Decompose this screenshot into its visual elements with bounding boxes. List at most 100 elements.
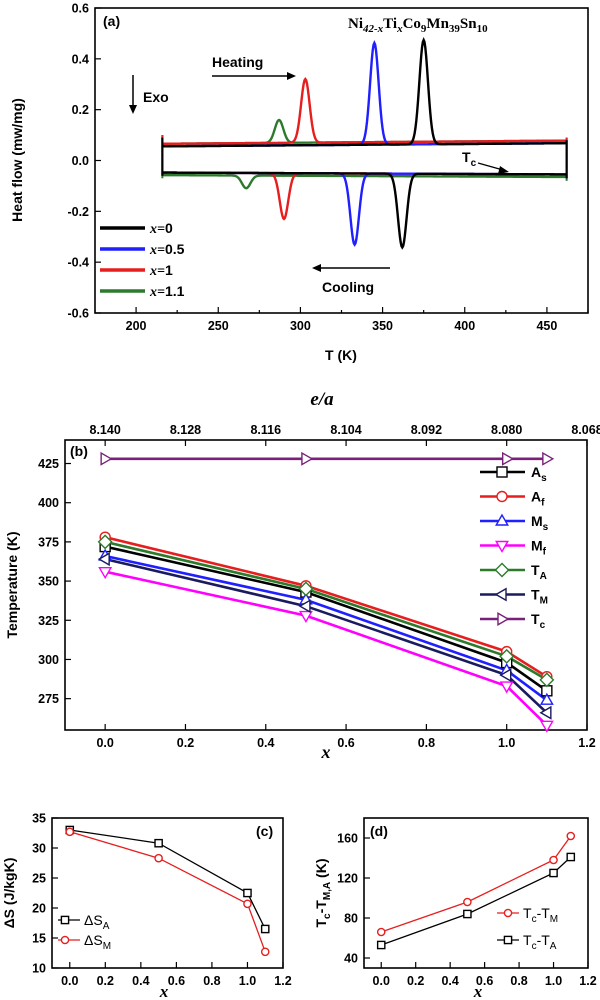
y-tick-label: 25 bbox=[32, 872, 46, 886]
legend-marker-dSM bbox=[60, 935, 70, 945]
heating-curve-x=0 bbox=[162, 37, 567, 148]
panel-a-curves bbox=[161, 37, 568, 250]
top-tick-label: 8.116 bbox=[250, 423, 281, 437]
y-tick-label: 40 bbox=[344, 952, 358, 966]
point-Ms bbox=[539, 692, 554, 705]
point-Tc-TM bbox=[463, 897, 472, 907]
point-TA bbox=[97, 534, 113, 550]
point-dSM bbox=[65, 827, 75, 837]
exo-arrow-head bbox=[129, 105, 137, 114]
y-tick-label: 80 bbox=[344, 912, 358, 926]
legend-label-x0: x=0 bbox=[149, 220, 173, 237]
point-Tc bbox=[301, 451, 314, 466]
x-tick-label: 0.8 bbox=[203, 974, 220, 988]
y-tick-label: 0.6 bbox=[72, 2, 89, 16]
x-tick-label: 1.2 bbox=[579, 974, 596, 988]
series-line-TA bbox=[104, 540, 548, 681]
x-tick-label: 200 bbox=[126, 319, 147, 333]
panel-c-ylabel: ΔS (J/kgK) bbox=[1, 858, 17, 929]
series-line-Mf bbox=[104, 570, 548, 727]
y-tick-label: 35 bbox=[32, 812, 46, 826]
series-line-TM bbox=[104, 557, 548, 714]
x-tick-label: 0.0 bbox=[373, 974, 390, 988]
series-line-A bbox=[69, 829, 266, 930]
panel-a-xlabel: T (K) bbox=[325, 347, 357, 363]
panel-c-xlabel: x bbox=[159, 982, 169, 1000]
y-tick-label: 300 bbox=[38, 653, 59, 667]
y-tick-label: 15 bbox=[32, 932, 46, 946]
x-tick-label: 1.0 bbox=[498, 736, 515, 750]
series-line-Tc-TM bbox=[380, 835, 572, 933]
y-tick-label: 425 bbox=[38, 457, 59, 471]
tc-arrow-head bbox=[498, 166, 509, 174]
point-TM bbox=[298, 599, 311, 614]
y-tick-label: 0.2 bbox=[72, 103, 89, 117]
x-tick-label: 350 bbox=[372, 319, 393, 333]
legend-label-x11: x=1.1 bbox=[149, 283, 185, 300]
legend-label-Ms: Ms bbox=[531, 513, 549, 533]
x-tick-label: 0.2 bbox=[97, 974, 114, 988]
point-Tc-TM bbox=[376, 927, 386, 937]
point-Tc bbox=[501, 451, 515, 466]
legend-label-Tc-TM: Tc-TM bbox=[523, 905, 558, 925]
point-TA bbox=[499, 648, 515, 664]
panel-d-frame bbox=[363, 817, 589, 969]
point-Mf bbox=[539, 720, 554, 733]
legend-marker-Ms bbox=[495, 513, 509, 526]
panel-a-label: (a) bbox=[103, 13, 120, 29]
panel-b: e/a 0.0 0.2 0.4 0.6 0.8 1.0 1.2 275 300 325 350 375… bbox=[4, 389, 600, 762]
x-tick-label: 450 bbox=[536, 319, 557, 333]
legend-marker-Tc-TM bbox=[503, 908, 513, 918]
panel-b-top-xlabel: e/a bbox=[310, 389, 334, 410]
point-TM bbox=[539, 705, 552, 720]
panel-d-ticks: 0.0 0.2 0.4 0.6 0.8 1.0 1.2 40 80 120 160 bbox=[337, 832, 597, 989]
x-tick-label: 0.6 bbox=[337, 736, 354, 750]
x-tick-label: 250 bbox=[208, 319, 229, 333]
series-line-As bbox=[104, 545, 548, 692]
panel-d-series bbox=[376, 831, 576, 950]
point-dSM bbox=[260, 947, 270, 957]
cooling-curve-x=0 bbox=[162, 171, 567, 250]
point-TA bbox=[539, 672, 555, 688]
point-Tc-TA bbox=[549, 868, 558, 878]
y-tick-label: 0.0 bbox=[72, 154, 89, 168]
y-tick-label: 120 bbox=[337, 872, 358, 886]
panel-b-xlabel: x bbox=[321, 742, 331, 762]
panel-b-ylabel: Temperature (K) bbox=[4, 531, 20, 638]
legend-marker-Tc bbox=[497, 612, 510, 626]
y-tick-label: 350 bbox=[38, 575, 59, 589]
top-tick-label: 8.068 bbox=[571, 423, 600, 437]
legend-label-dSM: ΔSM bbox=[84, 932, 111, 952]
y-tick-label: -0.4 bbox=[67, 256, 89, 270]
x-tick-label: 0.6 bbox=[476, 974, 493, 988]
panel-b-ticks: 0.0 0.2 0.4 0.6 0.8 1.0 1.2 275 300 325 350 375 400 4… bbox=[38, 423, 600, 750]
legend-label-Mf: Mf bbox=[531, 538, 547, 558]
cooling-curve-x=0.5 bbox=[162, 171, 567, 247]
panel-c: 0.0 0.2 0.4 0.6 0.8 1.0 1.2 10 15 20 25 30 35 (c) ΔS… bbox=[1, 812, 292, 1000]
panel-b-series bbox=[97, 451, 555, 733]
x-tick-label: 300 bbox=[290, 319, 311, 333]
legend-label-x05: x=0.5 bbox=[149, 241, 185, 258]
y-tick-label: 325 bbox=[38, 614, 59, 628]
panel-d-xlabel: x bbox=[473, 982, 483, 1000]
heating-arrow-head bbox=[287, 72, 296, 80]
y-tick-label: 160 bbox=[337, 832, 358, 846]
point-TA bbox=[298, 581, 314, 597]
legend-marker-Af bbox=[496, 490, 508, 503]
x-tick-label: 0.4 bbox=[257, 736, 274, 750]
y-tick-label: 20 bbox=[32, 902, 46, 916]
point-Tc bbox=[542, 451, 555, 466]
x-tick-label: 0.2 bbox=[407, 974, 424, 988]
legend-marker-Tc-TA bbox=[503, 935, 513, 945]
top-tick-label: 8.104 bbox=[330, 423, 361, 437]
point-Tc-TM bbox=[566, 831, 576, 841]
legend-label-As: As bbox=[531, 464, 547, 484]
x-tick-label: 1.0 bbox=[545, 974, 562, 988]
series-line-Ms bbox=[104, 554, 548, 702]
point-dSA bbox=[154, 838, 163, 848]
panel-c-series bbox=[65, 825, 270, 957]
panel-a-ticks: 200 250 300 350 400 450 -0.6 -0.4 -0.2 0.0 0.2 0.4 0… bbox=[67, 2, 589, 333]
x-tick-label: 0.4 bbox=[132, 974, 149, 988]
